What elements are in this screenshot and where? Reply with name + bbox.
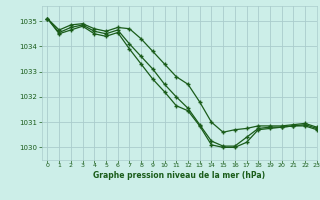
X-axis label: Graphe pression niveau de la mer (hPa): Graphe pression niveau de la mer (hPa) [93,171,265,180]
